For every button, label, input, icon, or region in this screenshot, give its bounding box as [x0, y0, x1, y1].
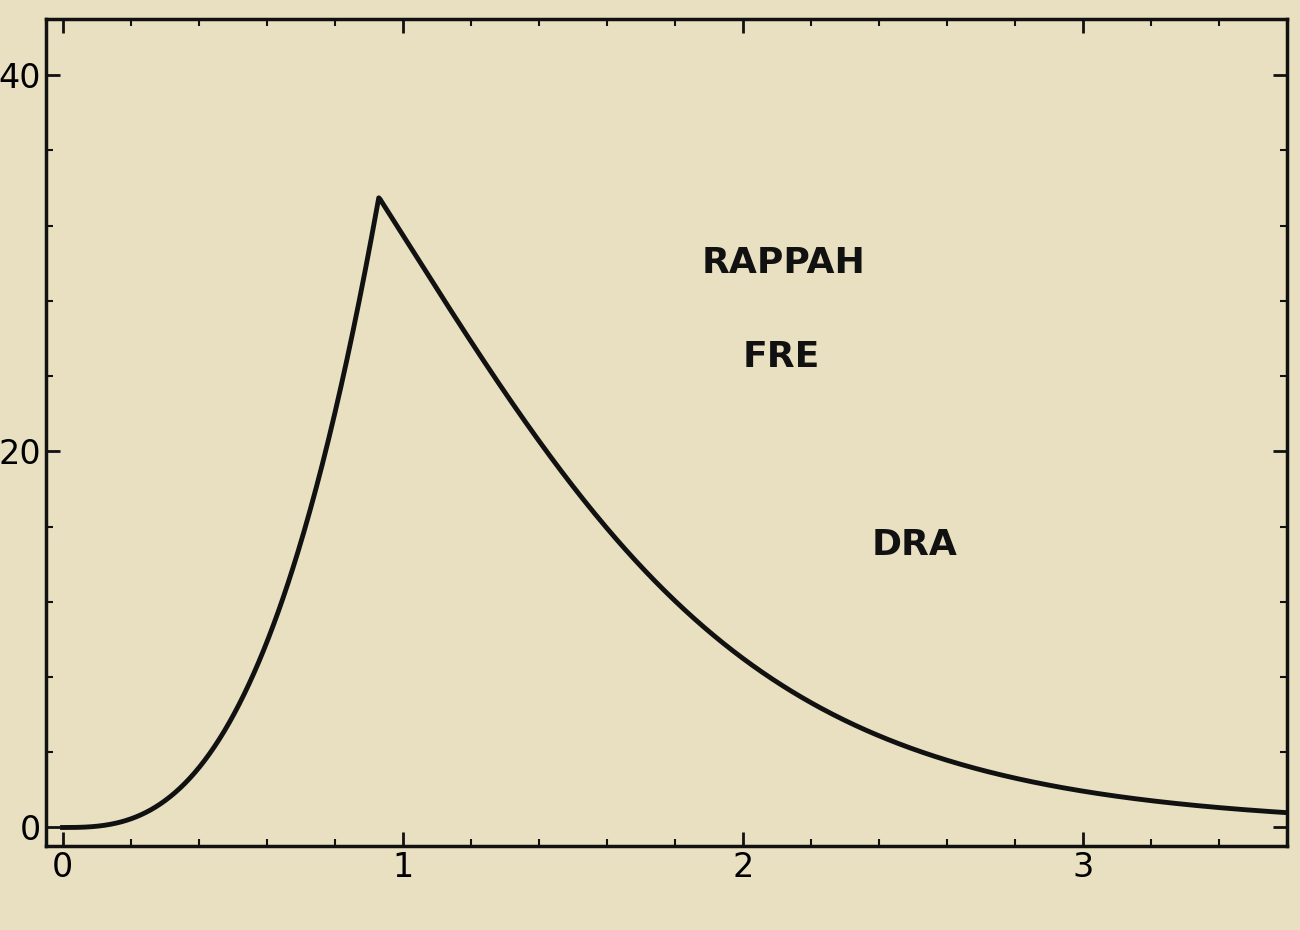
- Text: RAPPAH: RAPPAH: [702, 246, 866, 280]
- Text: DRA: DRA: [872, 528, 958, 563]
- Text: FRE: FRE: [742, 340, 820, 374]
